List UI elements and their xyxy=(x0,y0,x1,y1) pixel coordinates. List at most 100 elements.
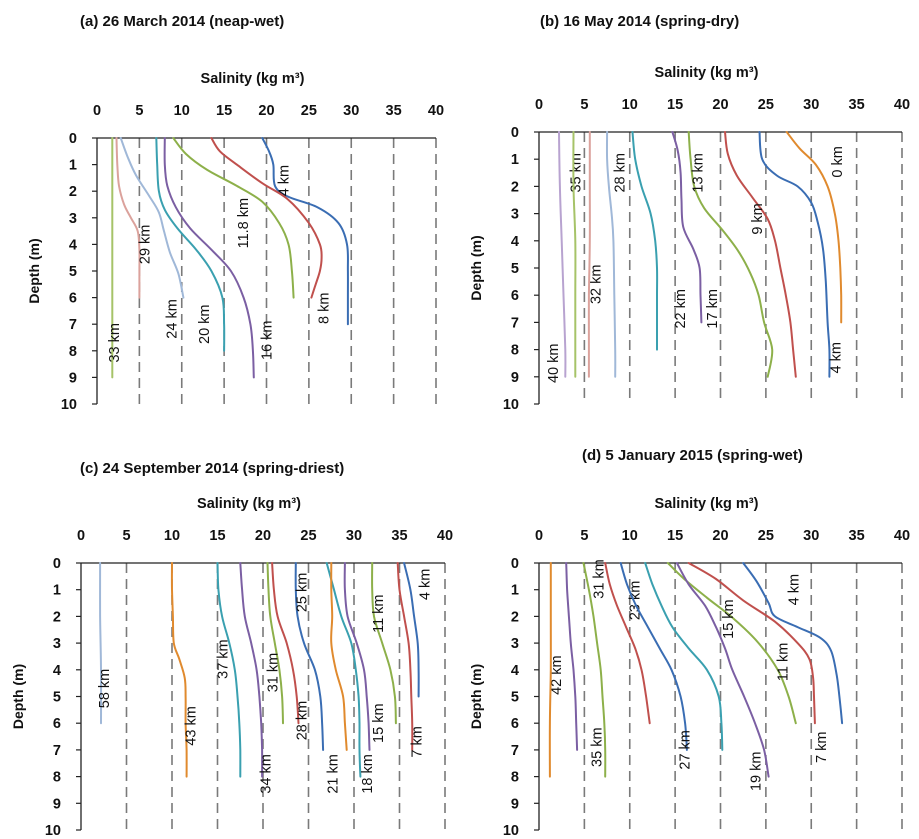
x-axis-label: Salinity (kg m³) xyxy=(655,496,759,512)
series-line xyxy=(758,131,831,378)
y-tick-label: 10 xyxy=(61,397,77,413)
series-line xyxy=(170,562,188,778)
series-label: 9 km xyxy=(750,203,766,234)
x-tick-label: 40 xyxy=(428,103,444,119)
y-tick-label: 6 xyxy=(511,288,519,304)
y-tick-label: 5 xyxy=(511,690,519,706)
x-tick-label: 0 xyxy=(93,103,101,119)
series-line xyxy=(210,137,323,299)
series-label: 27 km xyxy=(678,730,694,770)
series-line xyxy=(119,137,185,299)
series-line xyxy=(572,131,577,378)
x-tick-label: 20 xyxy=(258,103,274,119)
x-tick-label: 25 xyxy=(300,528,316,544)
series-label: 8 km xyxy=(316,293,332,324)
series-label: 13 km xyxy=(690,153,706,193)
y-tick-label: 0 xyxy=(511,556,519,572)
panel-title: (b) 16 May 2014 (spring-dry) xyxy=(540,13,739,30)
y-axis-label: Depth (m) xyxy=(26,238,42,303)
series-line xyxy=(675,562,770,778)
series-line xyxy=(644,562,724,751)
series-label: 31 km xyxy=(591,559,607,599)
series-line xyxy=(604,562,651,725)
series-label: 20 km xyxy=(197,304,213,344)
y-tick-label: 0 xyxy=(511,125,519,141)
series-label: 19 km xyxy=(748,752,764,792)
x-tick-label: 40 xyxy=(437,528,453,544)
series-label: 21 km xyxy=(326,754,342,794)
panel-d: (d) 5 January 2015 (spring-wet) Salinity … xyxy=(468,447,910,839)
series-label: 28 km xyxy=(295,701,311,741)
x-tick-label: 10 xyxy=(164,528,180,544)
y-tick-label: 7 xyxy=(53,743,61,759)
y-tick-label: 3 xyxy=(69,211,77,227)
x-tick-label: 5 xyxy=(580,97,588,113)
series-label: 4 km xyxy=(417,569,433,600)
panel-b: (b) 16 May 2014 (spring-dry) Salinity (kg… xyxy=(468,13,910,413)
series-label: 18 km xyxy=(360,754,376,794)
y-tick-label: 9 xyxy=(511,370,519,386)
series-label: 32 km xyxy=(589,265,605,305)
series-line xyxy=(343,562,371,751)
series-line xyxy=(155,137,226,352)
series-label: 43 km xyxy=(184,706,200,746)
panel-title: (a) 26 March 2014 (neap-wet) xyxy=(80,13,284,30)
x-tick-label: 25 xyxy=(758,97,774,113)
series-line xyxy=(558,131,567,378)
series-label: 7 km xyxy=(814,732,830,763)
y-tick-label: 2 xyxy=(511,609,519,625)
series-line xyxy=(115,137,141,299)
series-line xyxy=(785,131,843,324)
series-line xyxy=(371,562,397,725)
y-tick-label: 6 xyxy=(69,291,77,307)
series-line xyxy=(330,562,348,751)
series-line xyxy=(724,131,797,378)
series-label: 11.8 km xyxy=(236,198,252,249)
x-tick-label: 0 xyxy=(535,97,543,113)
x-tick-label: 20 xyxy=(712,528,728,544)
series-label: 37 km xyxy=(216,639,232,679)
y-tick-label: 3 xyxy=(53,636,61,652)
y-tick-label: 1 xyxy=(69,158,77,174)
series-line xyxy=(587,131,591,378)
y-tick-label: 3 xyxy=(511,636,519,652)
series-label: 29 km xyxy=(138,225,154,264)
y-axis-label: Depth (m) xyxy=(10,664,26,729)
series-line xyxy=(294,562,325,751)
x-tick-label: 0 xyxy=(535,528,543,544)
y-tick-label: 9 xyxy=(53,796,61,812)
y-tick-label: 4 xyxy=(53,663,61,679)
y-tick-label: 8 xyxy=(511,343,519,359)
x-tick-label: 10 xyxy=(622,528,638,544)
series-label: 58 km xyxy=(97,669,113,709)
y-tick-label: 7 xyxy=(69,317,77,333)
panel-c: (c) 24 September 2014 (spring-driest) Sal… xyxy=(10,460,453,839)
y-tick-label: 9 xyxy=(511,796,519,812)
series-line xyxy=(631,131,659,351)
y-tick-label: 2 xyxy=(511,179,519,195)
x-tick-label: 40 xyxy=(894,97,910,113)
x-tick-label: 30 xyxy=(343,103,359,119)
series-line xyxy=(582,562,607,778)
x-tick-label: 10 xyxy=(622,97,638,113)
series-line xyxy=(565,562,579,751)
series-label: 24 km xyxy=(165,299,181,339)
x-tick-label: 35 xyxy=(391,528,407,544)
y-tick-label: 7 xyxy=(511,315,519,331)
series-line xyxy=(396,562,414,751)
y-tick-label: 7 xyxy=(511,743,519,759)
series-label: 28 km xyxy=(612,153,628,193)
series-label: 15 km xyxy=(371,703,387,743)
y-axis-label: Depth (m) xyxy=(468,235,484,300)
series-label: 4 km xyxy=(787,574,803,605)
series-label: 22 km xyxy=(673,289,689,329)
series-label: 0 km xyxy=(830,146,846,177)
series-label: 16 km xyxy=(260,320,276,360)
y-tick-label: 5 xyxy=(511,261,519,277)
series-line xyxy=(325,562,362,778)
series-label: 25 km xyxy=(295,573,311,613)
x-tick-label: 40 xyxy=(894,528,910,544)
y-tick-label: 2 xyxy=(69,184,77,200)
panel-title: (c) 24 September 2014 (spring-driest) xyxy=(80,460,344,477)
series-line xyxy=(239,562,264,778)
